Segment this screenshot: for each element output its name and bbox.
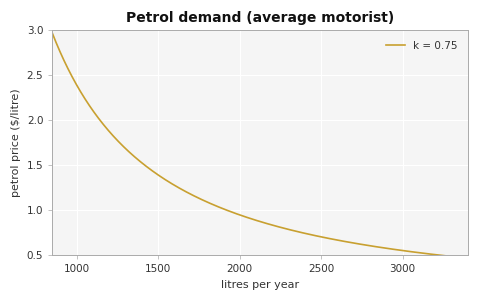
k = 0.75 xyxy=(49,31,55,35)
Y-axis label: petrol price ($/litre): petrol price ($/litre) xyxy=(11,88,21,197)
Line: k = 0.75: k = 0.75 xyxy=(52,33,468,258)
Title: Petrol demand (average motorist): Petrol demand (average motorist) xyxy=(126,11,394,25)
k = 0.75 xyxy=(453,255,458,259)
k = 0.75 xyxy=(465,256,471,260)
X-axis label: litres per year: litres per year xyxy=(221,280,299,290)
k = 0.75 xyxy=(376,245,382,249)
Legend: k = 0.75: k = 0.75 xyxy=(381,36,463,56)
k = 0.75 xyxy=(453,255,459,259)
k = 0.75 xyxy=(251,218,257,222)
k = 0.75 xyxy=(70,78,76,81)
k = 0.75 xyxy=(240,214,246,218)
